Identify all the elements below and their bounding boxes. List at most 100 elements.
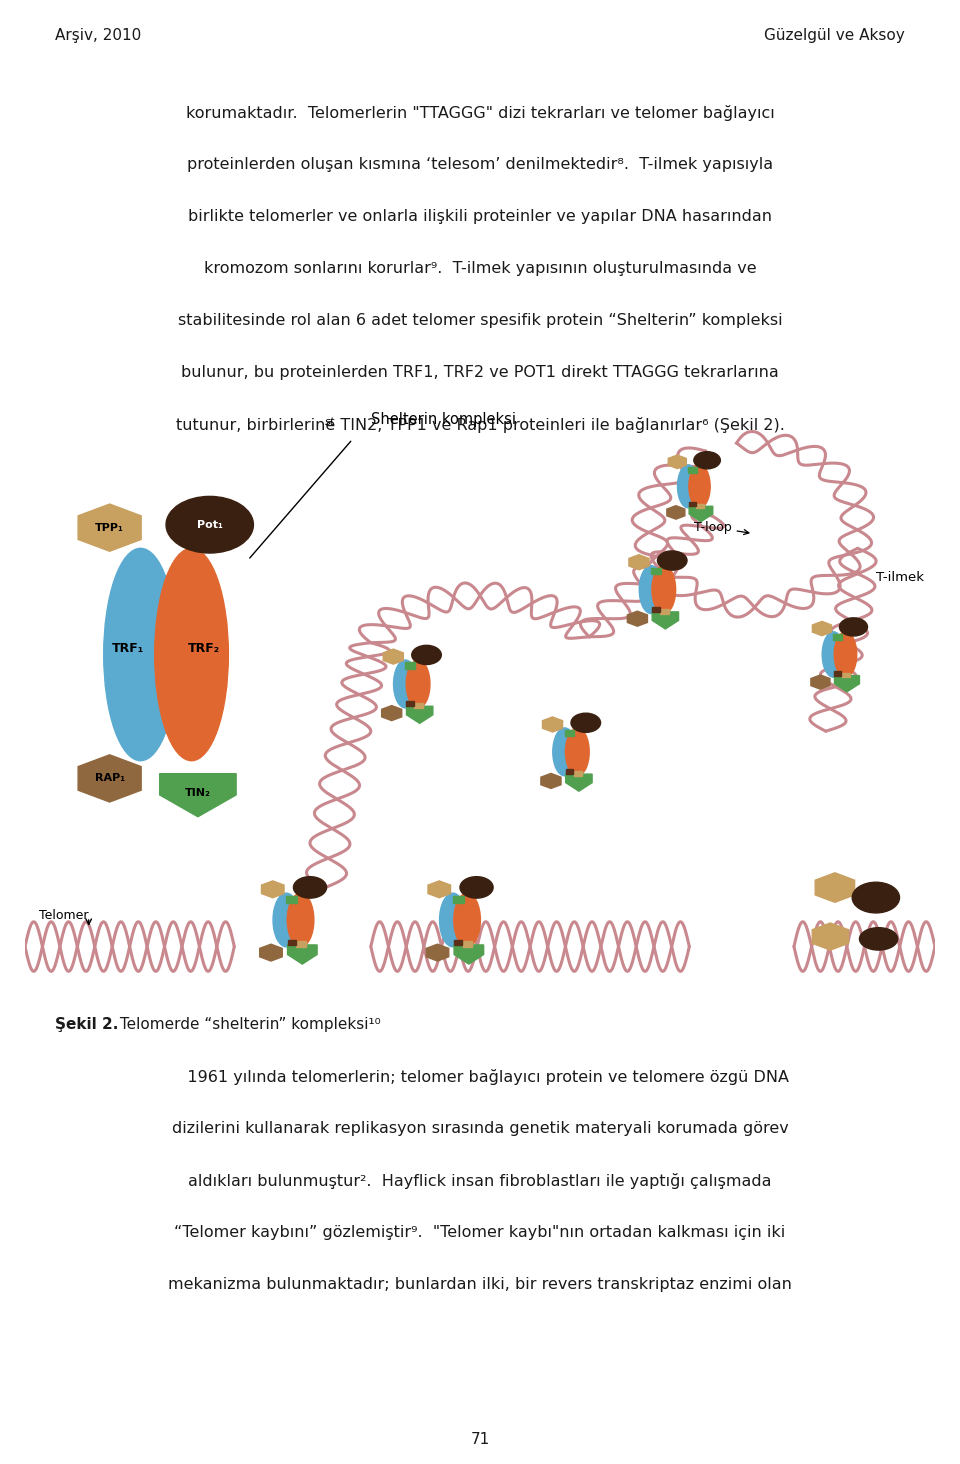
Circle shape: [852, 883, 900, 914]
Polygon shape: [565, 774, 592, 791]
Ellipse shape: [406, 660, 430, 709]
Ellipse shape: [287, 893, 314, 947]
Text: mekanizma bulunmaktadır; bunlardan ilki, bir revers transkriptaz enzimi olan: mekanizma bulunmaktadır; bunlardan ilki,…: [168, 1277, 792, 1293]
FancyBboxPatch shape: [415, 703, 422, 709]
Polygon shape: [667, 505, 684, 520]
Ellipse shape: [652, 565, 676, 613]
Text: kromozom sonlarını korurlar⁹.  T-ilmek yapısının oluşturulmasında ve: kromozom sonlarını korurlar⁹. T-ilmek ya…: [204, 261, 756, 277]
Circle shape: [460, 877, 493, 897]
FancyBboxPatch shape: [660, 609, 668, 613]
FancyBboxPatch shape: [405, 662, 415, 669]
Polygon shape: [426, 944, 448, 960]
Polygon shape: [812, 621, 831, 635]
Text: Shelterin kompleksi: Shelterin kompleksi: [371, 413, 516, 427]
Ellipse shape: [454, 893, 480, 947]
Ellipse shape: [104, 549, 178, 761]
Text: tutunur, birbirlerine TIN2, TPP1 ve Rap1 proteinleri ile bağlanırlar⁶ (Şekil 2).: tutunur, birbirlerine TIN2, TPP1 ve Rap1…: [176, 417, 784, 433]
Polygon shape: [627, 610, 647, 627]
FancyBboxPatch shape: [286, 896, 297, 903]
Polygon shape: [834, 675, 859, 692]
FancyBboxPatch shape: [564, 731, 574, 736]
Ellipse shape: [565, 728, 589, 776]
Polygon shape: [815, 873, 854, 902]
FancyBboxPatch shape: [651, 568, 660, 574]
Ellipse shape: [273, 893, 300, 947]
FancyBboxPatch shape: [842, 672, 850, 678]
FancyBboxPatch shape: [297, 941, 306, 947]
Polygon shape: [540, 773, 561, 789]
Ellipse shape: [155, 549, 228, 761]
Polygon shape: [668, 455, 686, 468]
Text: TRF₁: TRF₁: [111, 643, 144, 654]
Polygon shape: [542, 717, 563, 732]
Ellipse shape: [394, 660, 418, 709]
Text: proteinlerden oluşan kısmına ‘telesom’ denilmektedir⁸.  T-ilmek yapısıyla: proteinlerden oluşan kısmına ‘telesom’ d…: [187, 157, 773, 171]
Polygon shape: [812, 922, 849, 950]
Circle shape: [412, 646, 442, 665]
Text: TRF₂: TRF₂: [188, 643, 221, 654]
Text: birlikte telomerler ve onlarla ilişkili proteinler ve yapılar DNA hasarından: birlikte telomerler ve onlarla ilişkili …: [188, 209, 772, 224]
Text: T-loop: T-loop: [694, 521, 749, 534]
Circle shape: [694, 452, 720, 468]
FancyBboxPatch shape: [406, 701, 414, 706]
Ellipse shape: [553, 728, 577, 776]
Polygon shape: [406, 706, 433, 723]
Text: Pot₁: Pot₁: [197, 520, 223, 530]
Text: 1961 yılında telomerlerin; telomer bağlayıcı protein ve telomere özgü DNA: 1961 yılında telomerlerin; telomer bağla…: [172, 1069, 788, 1085]
Polygon shape: [78, 755, 141, 802]
Circle shape: [166, 496, 253, 553]
Circle shape: [294, 877, 326, 897]
Circle shape: [571, 713, 601, 732]
FancyBboxPatch shape: [288, 940, 296, 944]
Polygon shape: [428, 881, 450, 897]
Text: Şekil 2.: Şekil 2.: [55, 1017, 118, 1032]
Circle shape: [839, 618, 868, 635]
Polygon shape: [652, 612, 679, 630]
Text: 71: 71: [470, 1432, 490, 1446]
Text: Telomerde “shelterin” kompleksi¹⁰: Telomerde “shelterin” kompleksi¹⁰: [115, 1017, 381, 1032]
Ellipse shape: [689, 466, 710, 508]
Ellipse shape: [678, 466, 699, 508]
Ellipse shape: [822, 632, 845, 678]
Text: dizilerini kullanarak replikasyon sırasında genetik materyali korumada görev: dizilerini kullanarak replikasyon sırası…: [172, 1121, 788, 1136]
Polygon shape: [288, 944, 317, 965]
FancyBboxPatch shape: [565, 769, 573, 774]
Ellipse shape: [440, 893, 467, 947]
Polygon shape: [811, 675, 830, 690]
FancyBboxPatch shape: [652, 608, 660, 612]
FancyBboxPatch shape: [454, 940, 463, 944]
Polygon shape: [261, 881, 284, 897]
Text: aldıkları bulunmuştur².  Hayflick insan fibroblastları ile yaptığı çalışmada: aldıkları bulunmuştur². Hayflick insan f…: [188, 1173, 772, 1189]
FancyBboxPatch shape: [696, 504, 704, 508]
Text: Telomer: Telomer: [38, 909, 88, 922]
Text: RAP₁: RAP₁: [95, 773, 125, 783]
Text: korumaktadır.  Telomerlerin "TTAGGG" dizi tekrarları ve telomer bağlayıcı: korumaktadır. Telomerlerin "TTAGGG" dizi…: [185, 105, 775, 122]
Polygon shape: [159, 773, 236, 817]
Polygon shape: [383, 649, 403, 665]
Text: T-ilmek: T-ilmek: [876, 571, 924, 584]
FancyBboxPatch shape: [453, 896, 464, 903]
Text: st: st: [325, 417, 335, 427]
Polygon shape: [382, 706, 401, 720]
Ellipse shape: [859, 928, 898, 950]
Text: bulunur, bu proteinlerden TRF1, TRF2 ve POT1 direkt TTAGGG tekrarlarına: bulunur, bu proteinlerden TRF1, TRF2 ve …: [181, 365, 779, 381]
Polygon shape: [629, 555, 649, 569]
Polygon shape: [260, 944, 282, 960]
Text: TPP₁: TPP₁: [95, 523, 124, 533]
Polygon shape: [78, 504, 141, 552]
Polygon shape: [454, 944, 484, 965]
Ellipse shape: [639, 565, 663, 613]
Text: “Telomer kaybını” gözlemiştir⁹.  "Telomer kaybı"nın ortadan kalkması için iki: “Telomer kaybını” gözlemiştir⁹. "Telomer…: [175, 1225, 785, 1240]
Text: TIN₂: TIN₂: [185, 788, 211, 798]
FancyBboxPatch shape: [833, 634, 843, 640]
FancyBboxPatch shape: [834, 671, 842, 675]
FancyBboxPatch shape: [689, 502, 696, 507]
FancyBboxPatch shape: [688, 467, 697, 473]
Text: stabilitesinde rol alan 6 adet telomer spesifik protein “Shelterin” kompleksi: stabilitesinde rol alan 6 adet telomer s…: [178, 313, 782, 328]
Circle shape: [658, 550, 687, 569]
Text: Arşiv, 2010: Arşiv, 2010: [55, 28, 141, 42]
Ellipse shape: [834, 632, 856, 678]
Polygon shape: [689, 507, 712, 521]
Text: Güzelgül ve Aksoy: Güzelgül ve Aksoy: [764, 28, 905, 42]
FancyBboxPatch shape: [574, 772, 582, 776]
